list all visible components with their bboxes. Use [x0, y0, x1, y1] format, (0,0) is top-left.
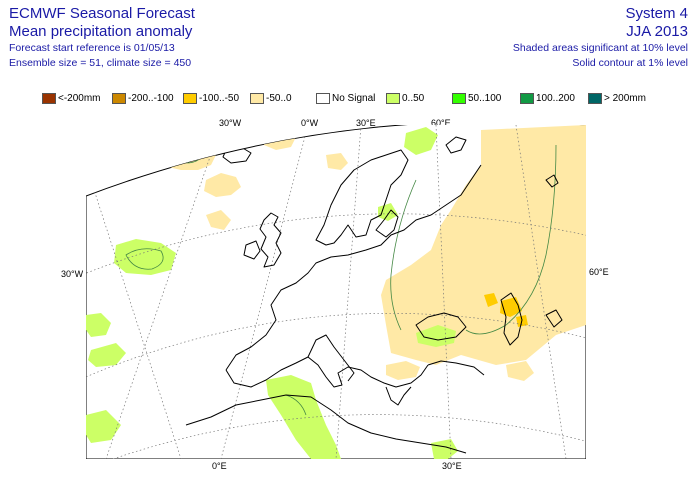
coastlines	[185, 136, 563, 454]
tick-top-60e: 60°E	[431, 118, 451, 128]
legend-label: -50..0	[266, 93, 292, 104]
system-label: System 4	[625, 5, 688, 22]
graticule-meridian-6	[86, 164, 182, 459]
legend-swatch	[386, 93, 400, 104]
coast-great-britain	[259, 212, 282, 268]
coast-caspian	[500, 292, 523, 346]
significance-note: Shaded areas significant at 10% level	[512, 42, 688, 54]
wet-area-west	[86, 313, 111, 337]
legend-label: No Signal	[332, 93, 376, 104]
graticule-meridian-2	[220, 125, 309, 459]
wet-area-north-russia	[404, 127, 438, 155]
wet-area-southwest	[86, 410, 121, 443]
legend-label: > 200mm	[604, 93, 646, 104]
legend-swatch	[452, 93, 466, 104]
contour-note: Solid contour at 1% level	[572, 57, 688, 69]
legend-swatch	[42, 93, 56, 104]
tick-left-30w: 30°W	[61, 269, 84, 279]
coast-arctic-island	[445, 136, 467, 154]
tick-right-60e: 60°E	[589, 267, 609, 277]
coast-ireland	[243, 240, 261, 260]
tick-bottom-0: 0°E	[212, 461, 227, 471]
tick-bottom-30e: 30°E	[442, 461, 462, 471]
coast-north-europe	[225, 164, 482, 371]
coast-arctic-island-2	[545, 174, 559, 188]
graticule-meridian-1	[105, 125, 222, 459]
coast-turkey	[427, 360, 485, 376]
tick-top-0: 0°W	[301, 118, 319, 128]
tick-top-30e: 30°E	[356, 118, 376, 128]
contour-italy	[285, 394, 307, 416]
coast-italy	[307, 334, 355, 382]
dry-area-balkans	[386, 361, 420, 380]
precipitation-anomaly-map	[86, 125, 586, 459]
legend-label: -100..-50	[199, 93, 240, 104]
graticule-meridian-5	[515, 125, 567, 459]
dry-area-caspian	[506, 361, 534, 381]
coast-scandinavia	[315, 149, 409, 246]
wet-area-atlantic	[114, 239, 176, 275]
legend-label: 100..200	[536, 93, 575, 104]
contour-russia	[390, 179, 417, 331]
legend-label: 50..100	[468, 93, 502, 104]
legend-swatch	[588, 93, 602, 104]
legend-swatch	[316, 93, 330, 104]
legend-swatch	[183, 93, 197, 104]
coast-baltic	[375, 209, 399, 238]
legend-label: -200..-100	[128, 93, 174, 104]
wet-area-west-2	[88, 343, 126, 367]
legend-label: <-200mm	[58, 93, 101, 104]
graticule-parallel-1	[86, 213, 586, 291]
dry-area-east	[381, 125, 586, 365]
coast-aral-sea	[545, 309, 563, 328]
graticule	[86, 125, 586, 459]
wet-area-south	[431, 439, 458, 459]
wet-anomaly-areas	[86, 127, 458, 459]
coast-mediterranean-north	[225, 356, 429, 388]
dry-area-atlantic	[164, 133, 216, 170]
contour-east	[465, 144, 557, 335]
dry-area-scandinavia	[326, 153, 348, 170]
wet-area-italy-africa	[266, 375, 341, 459]
forecast-start-text: Forecast start reference is 01/05/13	[9, 42, 175, 54]
moderate-dry-spot-1	[484, 293, 498, 307]
legend-label: 0..50	[402, 93, 425, 104]
coast-black-sea	[415, 312, 467, 341]
dry-area-atlantic-2	[204, 173, 241, 197]
title-line-1: ECMWF Seasonal Forecast	[9, 5, 195, 22]
coast-north-africa	[185, 394, 467, 454]
graticule-parallel-2	[86, 312, 586, 396]
legend-swatch	[250, 93, 264, 104]
season-label: JJA 2013	[626, 23, 688, 40]
title-line-2: Mean precipitation anomaly	[9, 23, 193, 40]
ensemble-size-text: Ensemble size = 51, climate size = 450	[9, 57, 192, 69]
contour-atlantic	[125, 248, 164, 270]
legend-swatch	[112, 93, 126, 104]
legend-swatch	[520, 93, 534, 104]
dry-area-atlantic-3	[206, 210, 231, 230]
coast-greece	[385, 386, 412, 406]
tick-top-30w: 30°W	[219, 118, 242, 128]
